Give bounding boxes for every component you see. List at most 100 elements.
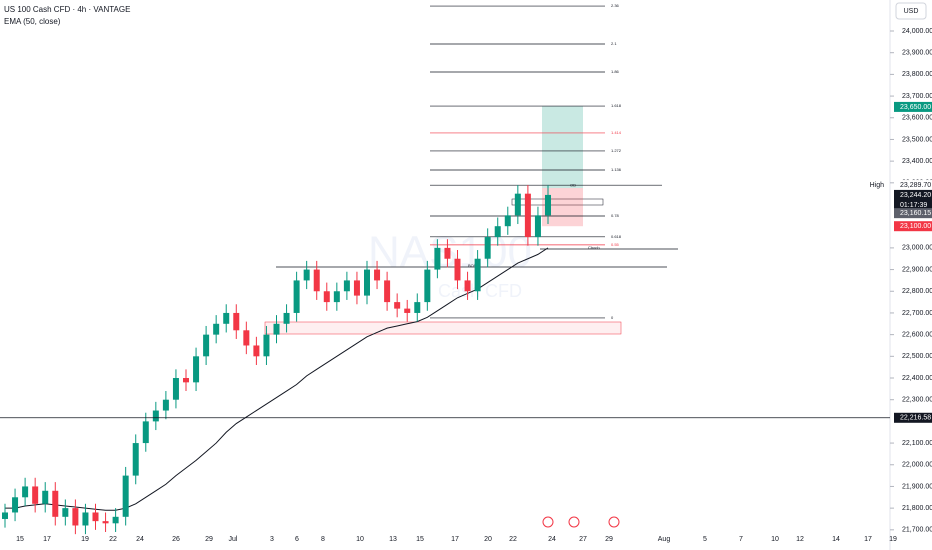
candle-body — [444, 247, 451, 259]
y-tick-label: 23,400.00 — [902, 158, 932, 165]
currency-button[interactable] — [895, 2, 927, 20]
structure-label: Choch — [588, 245, 600, 250]
candle-body — [404, 308, 411, 313]
candle-body — [82, 512, 89, 526]
indicator-label: EMA (50, close) — [4, 17, 61, 26]
price-label: 23,289.70 — [900, 182, 931, 189]
candle-body — [323, 291, 330, 303]
candle-body — [494, 226, 501, 238]
candle-body — [72, 508, 79, 526]
fib-label: 2.1 — [611, 41, 617, 46]
candle-body — [474, 258, 481, 292]
x-tick-label: 3 — [270, 536, 274, 543]
y-tick-label: 22,900.00 — [902, 266, 932, 273]
countdown: 01:17:39 — [900, 202, 927, 209]
candle-body — [424, 269, 431, 303]
candle-body — [112, 516, 119, 524]
candle-body — [253, 345, 260, 357]
candle-body — [183, 378, 189, 383]
x-tick-label: 24 — [136, 536, 144, 543]
fib-label: 1.136 — [611, 167, 622, 172]
candle-body — [102, 521, 109, 524]
price-label-bg — [894, 412, 932, 423]
y-tick-label: 22,700.00 — [902, 310, 932, 317]
x-tick-label: 8 — [321, 536, 325, 543]
fib-label: 0.618 — [611, 234, 622, 239]
y-tick-label: 23,800.00 — [902, 71, 932, 78]
candle-body — [534, 215, 541, 238]
x-tick-label: Aug — [658, 536, 671, 543]
x-tick-label: 24 — [548, 536, 556, 543]
y-tick-label: 21,800.00 — [902, 505, 932, 512]
x-tick-label: 15 — [16, 536, 24, 543]
fib-label: 1.414 — [611, 130, 622, 135]
candle-body — [464, 280, 471, 292]
event-icon[interactable] — [542, 516, 554, 528]
y-tick-label: 22,000.00 — [902, 462, 932, 469]
fib-label: 0.78 — [611, 213, 620, 218]
x-tick-label: 17 — [864, 536, 872, 543]
x-tick-label: 19 — [81, 536, 89, 543]
y-tick-label: 22,300.00 — [902, 397, 932, 404]
candle-body — [293, 280, 300, 313]
y-tick-label: 24,000.00 — [902, 28, 932, 35]
y-tick-label: 23,600.00 — [902, 115, 932, 122]
fib-label: 1.272 — [611, 148, 622, 153]
candle-body — [52, 490, 59, 517]
x-tick-label: 17 — [43, 536, 51, 543]
y-tick-label: 22,400.00 — [902, 375, 932, 382]
price-label-bg — [894, 189, 932, 210]
x-tick-label: 7 — [739, 536, 743, 543]
candle-body — [203, 334, 210, 357]
fib-label: 2.36 — [611, 3, 620, 8]
fib-label: 1.618 — [611, 103, 622, 108]
event-icon[interactable] — [568, 516, 580, 528]
candle-body — [22, 486, 29, 498]
candle-body — [243, 330, 250, 346]
candle-body — [273, 323, 280, 335]
y-tick-label: 23,900.00 — [902, 50, 932, 57]
fib-label: OB — [570, 182, 576, 187]
candle-body — [353, 280, 360, 296]
target-zone — [542, 106, 583, 189]
price-label: 23,650.00 — [900, 104, 931, 111]
fib-label: 0 — [611, 315, 614, 320]
price-label: 23,100.00 — [900, 223, 931, 230]
price-tag: High — [870, 182, 885, 189]
fib-label: 1.86 — [611, 69, 620, 74]
x-tick-label: 10 — [356, 536, 364, 543]
price-label-bg — [894, 101, 932, 112]
x-tick-label: 29 — [605, 536, 613, 543]
candle-body — [283, 312, 290, 324]
x-tick-label: 20 — [484, 536, 492, 543]
x-tick-label: 27 — [579, 536, 587, 543]
y-tick-label: 23,500.00 — [902, 136, 932, 143]
price-label: 22,216.58 — [900, 415, 931, 422]
chart-title: US 100 Cash CFD · 4h · VANTAGE — [4, 5, 130, 14]
candle-body — [213, 323, 220, 335]
y-tick-label: 23,700.00 — [902, 93, 932, 100]
candle-body — [162, 399, 169, 411]
candle-body — [504, 215, 511, 227]
x-tick-label: 19 — [889, 536, 897, 543]
price-label: 23,244.20 — [900, 192, 931, 199]
candle-body — [233, 312, 240, 331]
candle-body — [32, 486, 39, 504]
y-tick-label: 21,900.00 — [902, 483, 932, 490]
candle-body — [223, 312, 230, 324]
candle-body — [374, 269, 381, 281]
candle-body — [545, 194, 551, 216]
candle-body — [172, 378, 179, 400]
x-tick-label: 5 — [703, 536, 707, 543]
candle-body — [42, 490, 49, 504]
x-tick-label: 12 — [796, 536, 804, 543]
price-label-bg — [894, 180, 932, 191]
candle-body — [193, 356, 200, 383]
candle-body — [152, 410, 159, 422]
currency: USD — [904, 8, 919, 15]
candle-body — [343, 280, 350, 292]
x-tick-label: 14 — [832, 536, 840, 543]
price-label-bg — [894, 208, 932, 219]
event-icon[interactable] — [608, 516, 620, 528]
